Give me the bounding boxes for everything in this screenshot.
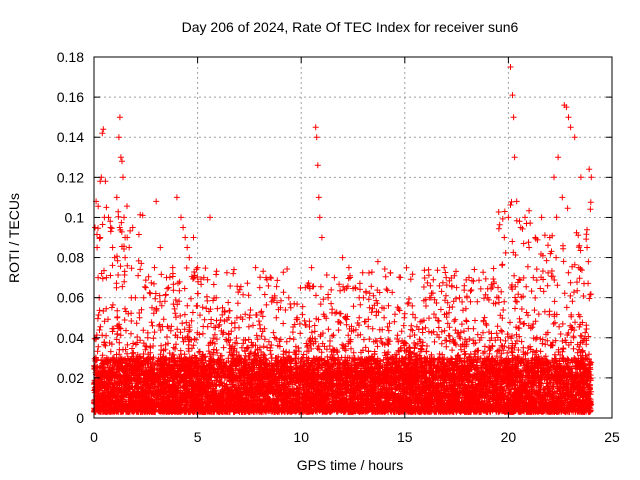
data-point (151, 329, 158, 336)
data-point (550, 320, 557, 327)
chart-title: Day 206 of 2024, Rate Of TEC Index for r… (182, 19, 519, 35)
data-point (318, 349, 325, 356)
data-point (585, 333, 592, 340)
data-point (395, 338, 402, 345)
data-point (374, 343, 381, 350)
data-point (148, 319, 155, 326)
data-point (238, 344, 245, 351)
data-point (521, 320, 528, 327)
data-point (94, 348, 101, 355)
data-point (504, 349, 511, 356)
data-point (286, 335, 293, 342)
data-point (446, 324, 453, 331)
data-point (350, 349, 357, 356)
data-point (311, 322, 318, 329)
data-point (270, 329, 277, 336)
data-point (480, 329, 486, 336)
data-point (254, 336, 261, 343)
data-point (537, 348, 544, 355)
data-point (579, 348, 585, 355)
data-point (99, 332, 106, 339)
data-point (116, 339, 123, 346)
data-point (149, 322, 156, 329)
data-points (91, 64, 595, 415)
data-point (421, 354, 428, 361)
data-point (557, 331, 564, 337)
data-point (455, 352, 462, 358)
data-point (271, 334, 278, 341)
data-point (542, 341, 549, 348)
data-point (419, 339, 426, 346)
